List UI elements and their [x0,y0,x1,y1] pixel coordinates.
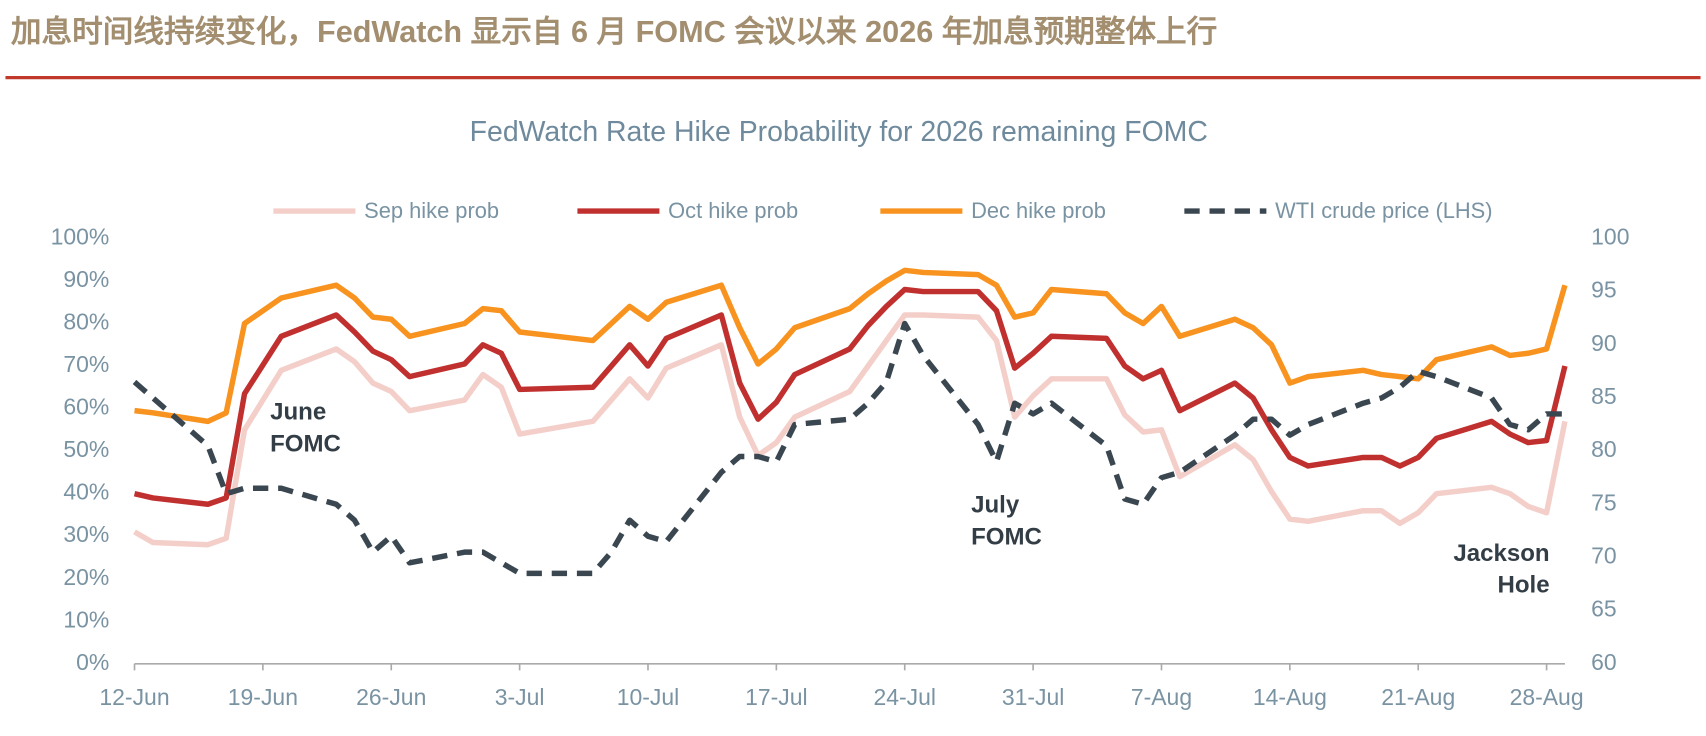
y-tick-label: 0% [76,649,109,675]
x-tick-label: 7-Aug [1131,684,1192,710]
chart-title: FedWatch Rate Hike Probability for 2026 … [470,116,1208,148]
page-title: 加息时间线持续变化，FedWatch 显示自 6 月 FOMC 会议以来 202… [11,14,1217,49]
legend-label: Oct hike prob [668,198,798,223]
annotation: June [270,399,326,426]
y-tick-label: 80% [63,309,109,335]
x-tick-label: 17-Jul [745,684,808,710]
annotation: Jackson [1453,540,1549,567]
y2-tick-label: 65 [1591,596,1617,622]
y-tick-label: 20% [63,564,109,590]
x-tick-label: 19-Jun [228,684,298,710]
annotation: July [971,492,1020,519]
x-tick-label: 10-Jul [617,684,680,710]
y2-tick-label: 90 [1591,330,1617,356]
y2-tick-label: 75 [1591,489,1617,515]
y2-tick-label: 85 [1591,383,1617,409]
y-tick-label: 100% [51,223,110,249]
series-line [132,320,1565,577]
y2-tick-label: 70 [1591,543,1617,569]
x-tick-label: 26-Jun [356,684,426,710]
y-tick-label: 90% [63,266,109,292]
legend-label: WTI crude price (LHS) [1275,198,1492,223]
x-tick-label: 12-Jun [99,684,169,710]
x-tick-label: 14-Aug [1253,684,1327,710]
annotation: FOMC [971,523,1042,550]
y-tick-label: 70% [63,351,109,377]
y2-tick-label: 60 [1591,649,1617,675]
y-tick-label: 30% [63,521,109,547]
x-tick-label: 21-Aug [1381,684,1455,710]
y2-tick-label: 100 [1591,223,1629,249]
series-line [133,286,1568,507]
y-tick-label: 10% [63,606,109,632]
y-tick-label: 50% [63,436,109,462]
y2-tick-label: 80 [1591,436,1617,462]
legend-label: Dec hike prob [971,198,1106,223]
x-tick-label: 31-Jul [1002,684,1065,710]
y-tick-label: 40% [63,479,109,505]
annotation: FOMC [270,430,341,457]
x-tick-label: 24-Jul [873,684,936,710]
series-line [133,312,1568,548]
y2-tick-label: 95 [1591,277,1617,303]
x-tick-label: 3-Jul [495,684,545,710]
x-tick-label: 28-Aug [1510,684,1584,710]
y-tick-label: 60% [63,394,109,420]
annotation: Hole [1497,572,1549,599]
series-line [134,267,1568,425]
legend-label: Sep hike prob [364,198,499,223]
